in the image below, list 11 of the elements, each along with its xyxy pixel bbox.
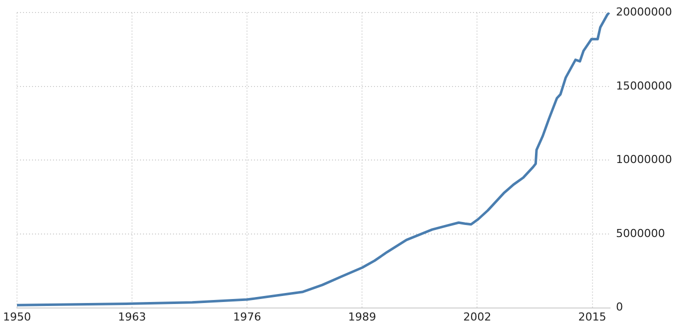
- x-tick-label: 1963: [118, 310, 146, 324]
- x-tick-label: 2015: [578, 310, 606, 324]
- x-tick-label: 1950: [2, 310, 31, 324]
- y-tick-label: 20000000: [616, 5, 672, 18]
- y-tick-label: 5000000: [616, 226, 666, 240]
- y-tick-label: 0: [616, 300, 624, 314]
- y-tick-label: 15000000: [616, 79, 672, 92]
- y-tick-label: 10000000: [616, 153, 672, 166]
- x-tick-label: 1976: [233, 310, 262, 324]
- x-tick-label: 1989: [348, 310, 376, 324]
- x-tick-label: 2002: [463, 310, 492, 324]
